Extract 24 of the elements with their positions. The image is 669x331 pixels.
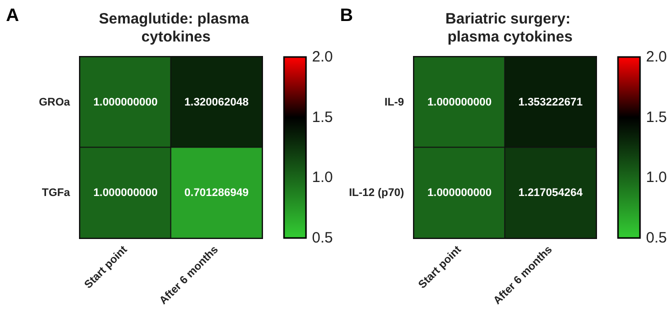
- text: A: [6, 5, 19, 25]
- y-tick-label: IL-9: [384, 96, 404, 108]
- data-label: 1.000000000: [427, 96, 492, 108]
- text: B: [340, 5, 353, 25]
- color-bar-label: 2.0: [312, 48, 333, 66]
- color-bar-label: 1.0: [312, 169, 333, 186]
- data-label: 1.353222671: [518, 96, 583, 108]
- data-label: 1.320062048: [184, 96, 249, 108]
- chart-title: Bariatric surgery: plasma cytokines: [445, 10, 575, 46]
- data-label: 1.000000000: [93, 186, 158, 199]
- data-label: 0.701286949: [184, 186, 249, 199]
- color-bar-label: 0.5: [646, 230, 667, 246]
- data-label: 1.000000000: [427, 186, 492, 199]
- data-label: 1.217054264: [518, 186, 584, 199]
- color-bar-label: 0.5: [312, 230, 333, 246]
- y-tick-label: IL-12 (p70): [348, 186, 404, 199]
- y-tick-label: TGFa: [42, 186, 71, 199]
- chart-title: Semaglutide: plasma cytokines: [98, 10, 254, 46]
- color-bar-label: 2.0: [646, 48, 667, 66]
- data-label: 1.000000000: [93, 96, 158, 108]
- y-tick-label: GROa: [38, 96, 71, 108]
- color-bar-label: 1.5: [646, 108, 667, 126]
- color-bar-label: 1.5: [312, 108, 333, 126]
- color-bar-label: 1.0: [646, 169, 667, 186]
